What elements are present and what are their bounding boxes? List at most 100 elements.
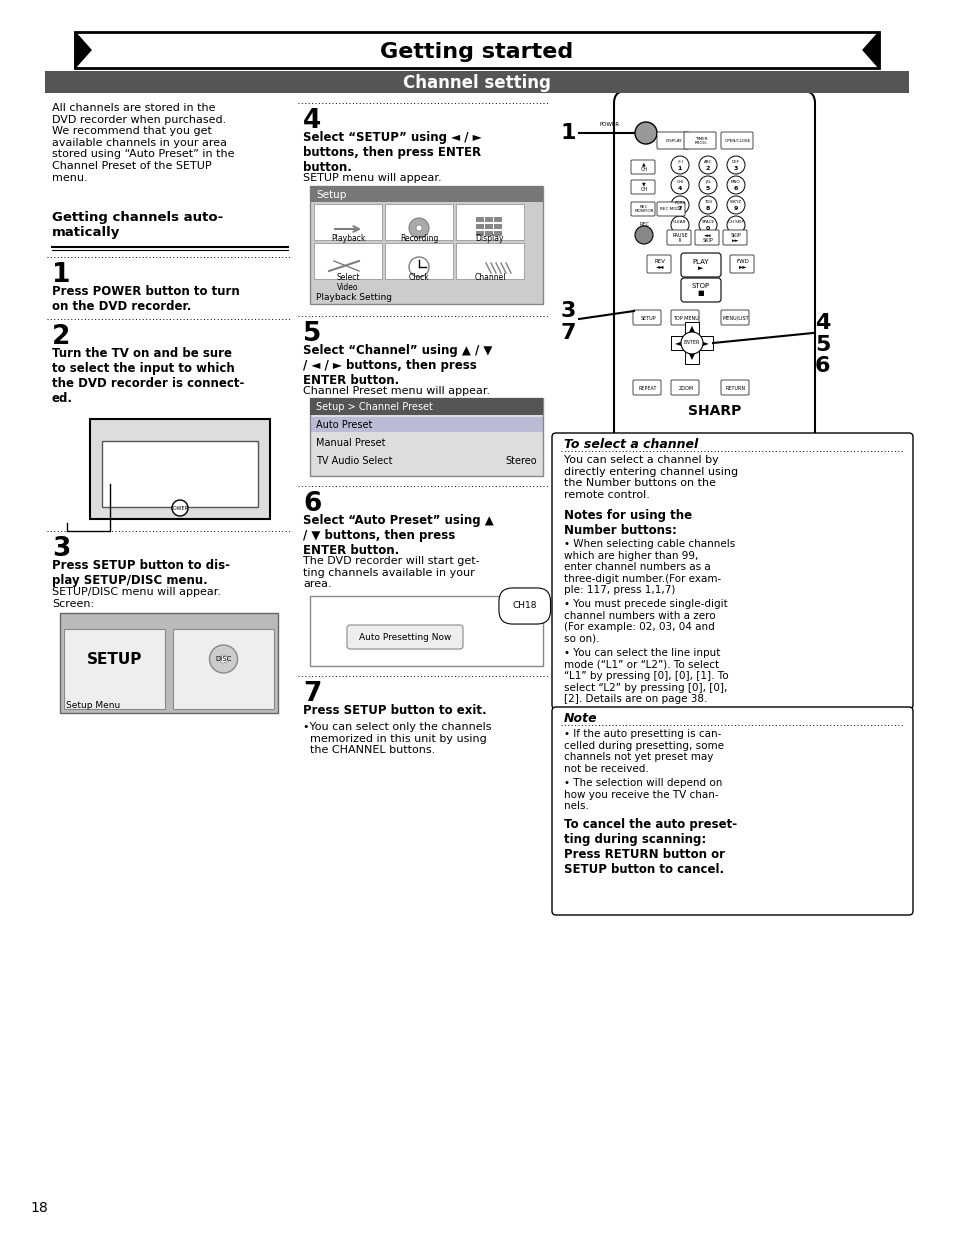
Bar	[310, 398, 542, 475]
Text: All channels are stored in the
DVD recorder when purchased.
We recommend that yo: All channels are stored in the DVD recor…	[52, 103, 234, 183]
Bar	[684, 350, 699, 364]
Text: 8: 8	[705, 205, 709, 210]
Text: 6: 6	[303, 492, 321, 517]
Text: Turn the TV on and be sure
to select the input to which
the DVD recorder is conn: Turn the TV on and be sure to select the…	[52, 347, 244, 405]
Bar	[310, 597, 542, 666]
Bar	[310, 398, 542, 415]
FancyBboxPatch shape	[680, 253, 720, 277]
Text: 4: 4	[303, 107, 321, 135]
FancyBboxPatch shape	[695, 230, 719, 245]
Text: 5: 5	[705, 185, 709, 190]
FancyBboxPatch shape	[633, 380, 660, 395]
Text: ►: ►	[702, 338, 708, 347]
Text: REC MODE: REC MODE	[659, 207, 681, 211]
Bar	[684, 322, 699, 336]
Text: ▼: ▼	[688, 352, 694, 362]
FancyBboxPatch shape	[630, 180, 655, 194]
Polygon shape	[75, 32, 91, 68]
Text: ▲
CH: ▲ CH	[639, 162, 647, 173]
Text: 2: 2	[52, 324, 71, 350]
Bar	[310, 417, 542, 432]
FancyBboxPatch shape	[633, 310, 660, 325]
Circle shape	[409, 219, 429, 238]
Bar	[60, 613, 277, 713]
Text: MENU/LIST: MENU/LIST	[722, 315, 748, 321]
FancyBboxPatch shape	[720, 380, 748, 395]
Bar	[699, 336, 712, 350]
Text: REC
MONITOR: REC MONITOR	[634, 205, 653, 214]
Text: POWER: POWER	[599, 122, 619, 127]
Text: The DVD recorder will start get-
ting channels available in your
area.: The DVD recorder will start get- ting ch…	[303, 556, 479, 589]
Text: Getting channels auto-
matically: Getting channels auto- matically	[52, 211, 223, 240]
Text: JKL: JKL	[704, 180, 710, 184]
Text: CH SKIP: CH SKIP	[727, 220, 743, 224]
Text: Notes for using the
Number buttons:: Notes for using the Number buttons:	[563, 509, 691, 537]
Bar	[310, 186, 542, 304]
Text: 1: 1	[560, 124, 576, 143]
Text: 3: 3	[733, 165, 738, 170]
Text: OPEN/CLOSE: OPEN/CLOSE	[724, 140, 750, 143]
Bar	[314, 204, 381, 240]
Circle shape	[635, 122, 657, 144]
Text: ZOOM: ZOOM	[678, 385, 693, 390]
Text: Playback Setting: Playback Setting	[315, 294, 392, 303]
Text: • You can select the line input
mode (“L1” or “L2”). To select
“L1” by pressing : • You can select the line input mode (“L…	[563, 648, 728, 704]
Text: 4: 4	[677, 185, 681, 190]
Text: Select
Video: Select Video	[335, 273, 359, 293]
Text: • When selecting cable channels
which are higher than 99,
enter channel numbers : • When selecting cable channels which ar…	[563, 538, 735, 595]
Text: 3: 3	[560, 301, 576, 321]
Bar	[45, 70, 908, 93]
FancyBboxPatch shape	[657, 132, 688, 149]
Text: CLEAR: CLEAR	[673, 220, 686, 224]
Bar	[310, 186, 542, 203]
Bar	[456, 243, 523, 279]
Text: STOP
■: STOP ■	[691, 284, 709, 296]
Circle shape	[699, 216, 717, 233]
Circle shape	[172, 500, 188, 516]
Bar	[385, 243, 453, 279]
Bar	[172, 629, 274, 709]
Text: 0: 0	[705, 226, 709, 231]
FancyBboxPatch shape	[670, 310, 699, 325]
FancyBboxPatch shape	[680, 278, 720, 303]
Text: Select “Auto Preset” using ▲
/ ▼ buttons, then press
ENTER button.: Select “Auto Preset” using ▲ / ▼ buttons…	[303, 514, 494, 557]
Bar	[385, 204, 453, 240]
Text: Setup: Setup	[315, 190, 346, 200]
Text: PAUSE
II: PAUSE II	[672, 232, 687, 243]
Circle shape	[699, 196, 717, 214]
Text: 4: 4	[814, 312, 829, 333]
Text: GHI: GHI	[676, 180, 683, 184]
Text: TV Audio Select: TV Audio Select	[315, 456, 392, 466]
FancyBboxPatch shape	[657, 203, 684, 216]
Text: • The selection will depend on
how you receive the TV chan-
nels.: • The selection will depend on how you r…	[563, 778, 721, 811]
FancyBboxPatch shape	[646, 254, 670, 273]
Text: DISPLAY: DISPLAY	[665, 140, 681, 143]
Text: To cancel the auto preset-
ting during scanning:
Press RETURN button or
SETUP bu: To cancel the auto preset- ting during s…	[563, 818, 737, 876]
Circle shape	[680, 332, 702, 354]
Text: Setup Menu: Setup Menu	[66, 701, 120, 710]
FancyBboxPatch shape	[552, 706, 912, 915]
Text: TOP MENU: TOP MENU	[673, 315, 699, 321]
Text: Stereo: Stereo	[505, 456, 537, 466]
Bar	[484, 217, 493, 222]
Bar	[494, 224, 501, 228]
Text: REPEAT: REPEAT	[639, 385, 657, 390]
Text: Manual Preset: Manual Preset	[315, 438, 385, 448]
Text: PLAY
►: PLAY ►	[692, 258, 709, 272]
Text: Getting started: Getting started	[380, 42, 573, 62]
Bar	[484, 231, 493, 236]
Bar	[476, 224, 483, 228]
Text: Press SETUP button to exit.: Press SETUP button to exit.	[303, 704, 486, 718]
Bar	[90, 419, 270, 519]
Bar	[494, 231, 501, 236]
Text: FWD
►►: FWD ►►	[736, 258, 749, 269]
Text: ◄: ◄	[675, 338, 680, 347]
Circle shape	[670, 156, 688, 174]
Text: ABC: ABC	[703, 161, 712, 164]
Circle shape	[210, 645, 237, 673]
Text: Auto Preset: Auto Preset	[315, 420, 372, 430]
Text: 1: 1	[52, 262, 71, 288]
Circle shape	[670, 196, 688, 214]
Text: REC: REC	[639, 222, 648, 227]
Text: Clock: Clock	[408, 273, 429, 282]
